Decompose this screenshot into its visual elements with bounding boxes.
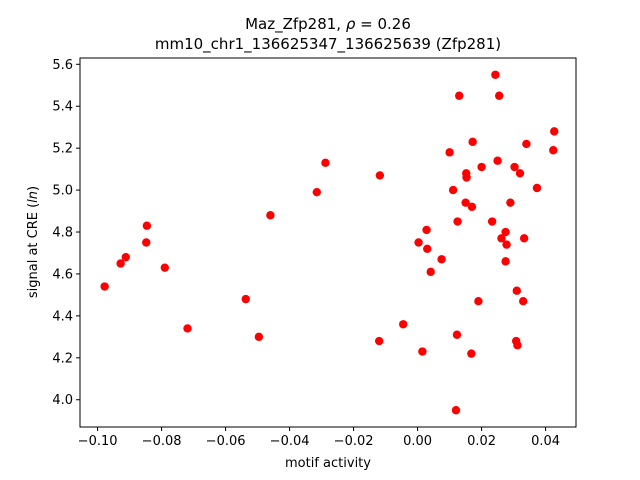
x-tick-label: 0.00	[403, 434, 432, 449]
data-point	[501, 227, 510, 237]
data-point	[241, 294, 250, 304]
data-point	[142, 238, 151, 247]
data-point	[375, 336, 384, 346]
data-point	[423, 244, 432, 253]
data-point	[519, 234, 529, 243]
data-point	[497, 234, 506, 243]
y-tick-label: 5.0	[52, 184, 73, 199]
data-point	[116, 259, 125, 268]
x-tick-label: −0.10	[78, 434, 118, 449]
data-point	[467, 349, 476, 358]
y-tick-label: 4.6	[52, 267, 73, 282]
data-point	[414, 238, 423, 247]
data-point	[418, 347, 427, 356]
y-tick-label: 5.4	[52, 100, 73, 115]
data-point	[493, 156, 502, 165]
y-tick-label: 4.4	[52, 309, 73, 324]
data-point	[266, 211, 275, 220]
data-point	[506, 198, 515, 207]
data-point	[515, 169, 525, 178]
data-point	[513, 341, 522, 350]
data-point	[491, 70, 500, 79]
data-point	[522, 139, 531, 149]
x-tick-label: −0.06	[206, 434, 246, 449]
data-point	[550, 127, 559, 136]
data-point	[532, 183, 542, 193]
plot-area	[100, 70, 559, 415]
x-tick-label: 0.04	[531, 434, 560, 449]
x-tick-label: 0.02	[467, 434, 496, 449]
data-point	[455, 91, 464, 100]
rho-symbol: ρ	[346, 15, 356, 33]
y-tick-label: 4.0	[52, 393, 73, 408]
data-point	[312, 187, 321, 197]
data-point	[437, 255, 446, 264]
data-point	[451, 406, 461, 415]
chart-title-line1: Maz_Zfp281, ρ = 0.26	[245, 15, 411, 34]
data-point	[422, 225, 431, 235]
data-point	[448, 185, 458, 195]
y-tick-label: 4.2	[52, 351, 73, 366]
data-point	[510, 162, 519, 172]
data-point	[501, 257, 510, 266]
data-point	[477, 162, 486, 172]
data-point	[121, 252, 130, 262]
data-point	[399, 320, 408, 329]
y-tick-label: 4.8	[52, 226, 73, 241]
data-point	[445, 148, 454, 157]
y-axis-label: signal at CRE (ln)	[26, 186, 41, 298]
data-point	[142, 221, 152, 230]
data-point	[426, 267, 435, 277]
x-tick-label: −0.08	[142, 434, 182, 449]
data-point	[502, 240, 511, 249]
data-point	[254, 332, 264, 342]
data-point	[549, 146, 558, 155]
data-point	[495, 91, 504, 100]
data-point	[461, 198, 470, 207]
x-tick-label: −0.02	[334, 434, 374, 449]
data-point	[462, 173, 471, 182]
data-point	[512, 286, 521, 295]
chart-title-line2: mm10_chr1_136625347_136625639 (Zfp281)	[155, 35, 501, 54]
data-point	[468, 137, 477, 147]
y-tick-label: 5.2	[52, 142, 73, 157]
data-point	[452, 330, 462, 339]
data-point	[375, 171, 385, 180]
data-point	[100, 282, 109, 291]
data-point	[519, 297, 528, 306]
data-point	[183, 324, 192, 333]
x-axis: −0.10 −0.08 −0.06 −0.04 −0.02 0.00 0.02 0.04	[78, 427, 560, 449]
y-axis: 4.0 4.2 4.4 4.6 4.8 5.0 5.2 5.4 5.6	[52, 58, 80, 408]
x-tick-label: −0.04	[270, 434, 310, 449]
axes-frame	[79, 57, 577, 428]
x-axis-label: motif activity	[285, 456, 371, 471]
y-tick-label: 5.6	[52, 58, 73, 73]
data-point	[321, 158, 330, 168]
data-point	[160, 263, 169, 272]
data-point	[467, 202, 477, 212]
data-point	[453, 217, 462, 226]
data-point	[474, 297, 483, 306]
data-point	[487, 217, 497, 226]
